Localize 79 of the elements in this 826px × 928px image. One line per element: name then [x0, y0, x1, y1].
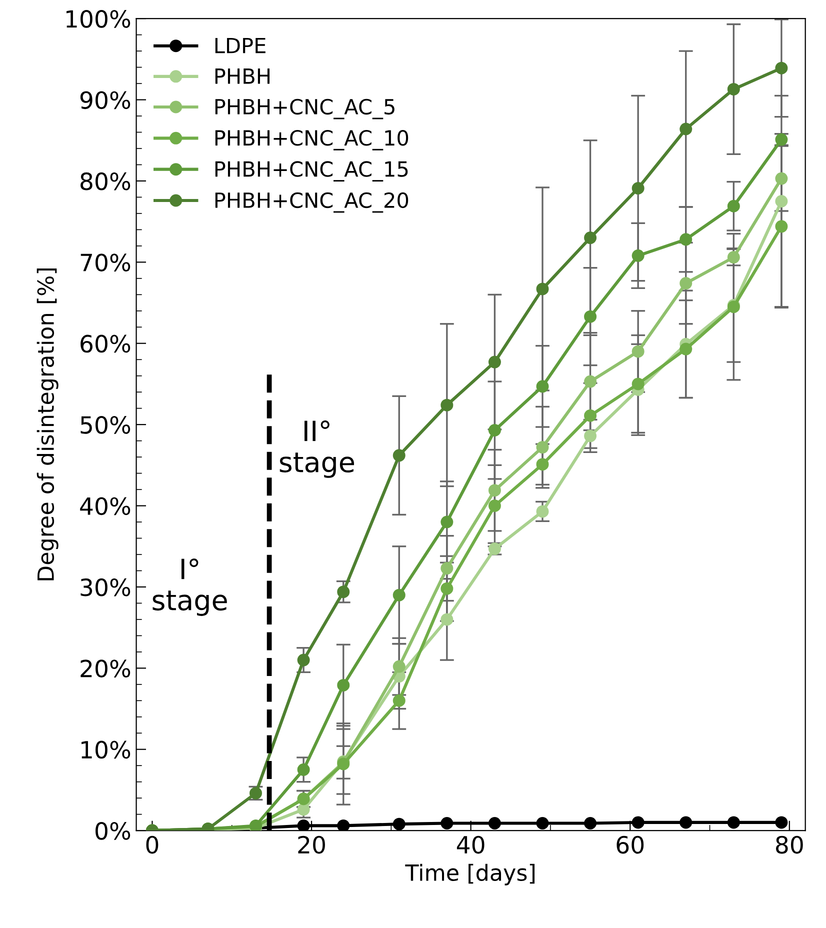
x-tick-label: 60 — [616, 836, 644, 854]
point — [440, 817, 454, 830]
point — [392, 660, 406, 673]
annotation: I° stage — [152, 558, 227, 616]
point — [775, 62, 788, 74]
y-tick-label: 40% — [80, 497, 130, 516]
point — [536, 282, 549, 296]
point — [584, 375, 597, 388]
x-tick-label: 40 — [456, 836, 484, 854]
point — [440, 516, 454, 528]
legend-label: PHBH+CNC_AC_20 — [215, 192, 408, 213]
point — [680, 816, 692, 829]
legend-label: PHBH+CNC_AC_15 — [215, 161, 408, 182]
point — [632, 182, 644, 195]
y-tick-label: 80% — [80, 172, 130, 190]
point — [680, 122, 692, 136]
point — [775, 816, 788, 829]
y-tick-label: 10% — [82, 740, 130, 759]
y-axis-title: Degree of disintegration [%] — [36, 268, 58, 580]
point — [775, 172, 788, 185]
point — [440, 582, 454, 595]
point — [632, 816, 644, 829]
annotation: II° stage — [280, 420, 354, 478]
point — [536, 458, 549, 471]
point — [392, 588, 406, 602]
y-tick-label: 90% — [80, 91, 130, 110]
y-tick-label: 60% — [80, 334, 130, 353]
point — [632, 345, 644, 358]
point — [536, 817, 549, 830]
y-tick-label: 0% — [96, 822, 130, 840]
point — [680, 342, 692, 356]
point — [440, 398, 454, 412]
point — [584, 409, 597, 422]
y-tick-label: 30% — [80, 578, 130, 596]
point — [536, 505, 549, 518]
point — [440, 613, 454, 626]
legend-label: LDPE — [215, 38, 266, 54]
point — [488, 356, 501, 368]
point — [488, 817, 501, 830]
point — [536, 380, 549, 393]
point — [488, 484, 501, 497]
point — [488, 500, 501, 512]
point — [727, 816, 740, 829]
x-tick-label: 20 — [298, 836, 325, 854]
point — [680, 233, 692, 246]
y-tick-label: 20% — [80, 660, 130, 678]
point — [775, 195, 788, 208]
point — [775, 220, 788, 233]
point — [727, 82, 740, 96]
point — [632, 378, 644, 390]
point — [440, 562, 454, 575]
point — [632, 249, 644, 262]
point — [337, 678, 350, 692]
legend-label: PHBH+CNC_AC_5 — [215, 98, 394, 120]
point — [584, 310, 597, 323]
point — [392, 818, 406, 830]
point — [337, 586, 350, 598]
point — [297, 654, 310, 666]
point — [584, 232, 597, 244]
point — [297, 763, 310, 776]
point — [680, 277, 692, 290]
point — [297, 819, 310, 831]
legend-label: PHBH — [215, 68, 270, 84]
x-axis-title: Time [days] — [405, 864, 535, 886]
point — [392, 694, 406, 707]
point — [584, 817, 597, 830]
point — [488, 424, 501, 436]
point — [727, 200, 740, 212]
point — [392, 449, 406, 462]
y-tick-label: 100% — [66, 10, 130, 28]
y-tick-label: 70% — [80, 254, 130, 272]
y-tick-label: 50% — [80, 416, 130, 434]
point — [536, 441, 549, 454]
point — [297, 803, 310, 816]
legend-label: PHBH+CNC_AC_10 — [215, 130, 408, 150]
point — [584, 430, 597, 442]
x-tick-label: 0 — [146, 836, 158, 854]
point — [337, 819, 350, 831]
x-tick-label: 80 — [776, 836, 803, 854]
